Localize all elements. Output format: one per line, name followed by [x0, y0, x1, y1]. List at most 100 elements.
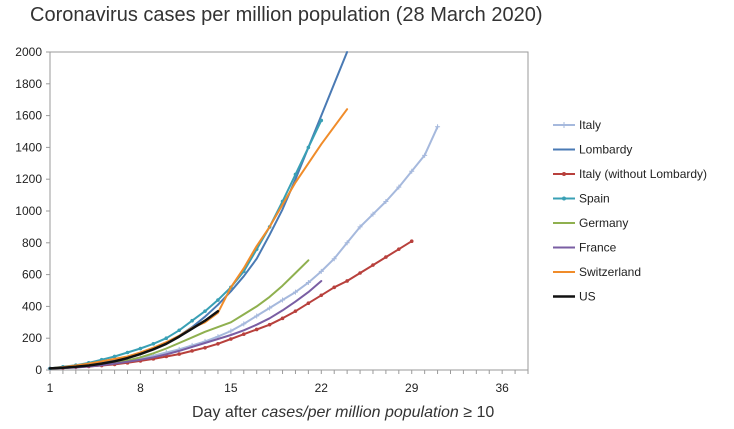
data-point: [280, 316, 285, 321]
plot-area-border: [49, 51, 529, 371]
data-point: [241, 332, 246, 337]
data-point: [216, 341, 220, 346]
data-point: [383, 198, 389, 204]
data-point: [397, 247, 401, 251]
series-6: [49, 108, 349, 370]
data-point: [203, 345, 207, 350]
data-point: [125, 350, 130, 355]
y-tick-label: 1600: [15, 109, 42, 123]
data-point: [435, 124, 441, 130]
legend-marker: [561, 122, 567, 128]
data-point: [151, 341, 156, 346]
legend-marker: [562, 172, 566, 176]
x-axis-title-suffix: ≥ 10: [458, 404, 495, 421]
legend-item: US: [553, 290, 596, 304]
data-point: [254, 327, 259, 332]
data-point: [305, 280, 311, 286]
series-layer: [47, 51, 441, 371]
x-tick-label: 8: [137, 381, 144, 395]
legend: Italy Lombardy Italy (without Lombardy) Spa…: [553, 118, 707, 304]
data-point: [422, 152, 428, 158]
data-point: [190, 349, 194, 353]
data-point: [358, 271, 362, 275]
data-point: [409, 239, 414, 244]
data-point: [344, 240, 350, 246]
data-point: [228, 328, 234, 334]
series-line: [49, 125, 439, 370]
chart-title: Coronavirus cases per million population…: [30, 4, 543, 26]
x-tick-label: 22: [315, 381, 329, 395]
data-point: [319, 293, 324, 298]
data-point: [241, 321, 247, 327]
series-5: [49, 280, 323, 370]
series-7: [48, 309, 220, 370]
series-line: [49, 108, 349, 370]
series-1: [49, 51, 349, 370]
legend-label: US: [579, 290, 596, 304]
x-axis-title-prefix: Day after: [192, 404, 262, 421]
data-point: [409, 168, 415, 174]
data-point: [190, 318, 194, 323]
data-point: [292, 289, 298, 295]
x-tick-label: 36: [495, 381, 509, 395]
data-point: [177, 328, 181, 333]
data-point: [318, 268, 324, 274]
data-point: [112, 354, 117, 359]
data-point: [254, 313, 260, 319]
data-point: [319, 118, 324, 123]
data-point: [370, 211, 376, 217]
data-point: [267, 305, 273, 311]
data-point: [267, 322, 272, 327]
y-tick-label: 200: [22, 331, 42, 345]
legend-label: Italy: [579, 118, 601, 132]
y-tick-label: 1000: [15, 204, 42, 218]
series-line: [49, 51, 349, 370]
y-tick-label: 1200: [15, 172, 42, 186]
legend-label: Italy (without Lombardy): [579, 167, 707, 181]
plot-frame: [49, 51, 529, 371]
data-point: [229, 337, 233, 341]
data-point: [293, 172, 298, 177]
x-tick-label: 1: [47, 381, 54, 395]
data-point: [332, 285, 337, 290]
x-axis-title-italic: cases/per million population: [261, 404, 459, 421]
series-4: [49, 259, 310, 370]
x-axis: 1 8 15 22 29 36: [47, 370, 529, 395]
legend-label: Switzerland: [579, 265, 641, 279]
y-tick-label: 600: [22, 268, 42, 282]
data-point: [331, 256, 337, 262]
data-point: [396, 184, 402, 190]
data-point: [371, 263, 375, 267]
data-point: [216, 298, 220, 302]
x-axis-title: Day after cases/per million population ≥…: [192, 404, 494, 422]
data-point: [306, 301, 311, 306]
data-point: [384, 255, 388, 259]
series-2: [48, 239, 414, 371]
legend-item: Spain: [553, 192, 610, 206]
y-tick-label: 1400: [15, 140, 42, 154]
series-line: [49, 240, 413, 370]
data-point: [164, 336, 169, 341]
data-point: [280, 297, 286, 303]
legend-item: Lombardy: [553, 143, 632, 157]
legend-marker: [562, 196, 566, 201]
y-tick-label: 0: [35, 363, 42, 377]
data-point: [345, 279, 349, 283]
y-tick-label: 1800: [15, 77, 42, 91]
x-tick-label: 15: [224, 381, 238, 395]
legend-label: Germany: [579, 216, 628, 230]
legend-item: Italy (without Lombardy): [553, 167, 707, 181]
data-point: [203, 309, 207, 313]
y-axis: 0 200 400 600 800 1000 1200 1400 1600 1800 2000: [15, 45, 50, 377]
legend-item: Germany: [553, 216, 628, 230]
data-point: [357, 224, 363, 230]
y-tick-label: 800: [22, 236, 42, 250]
series-line: [49, 259, 310, 370]
data-point: [293, 309, 298, 313]
data-point: [177, 352, 181, 356]
legend-item: Italy: [553, 118, 601, 132]
legend-label: France: [579, 241, 617, 255]
y-tick-label: 2000: [15, 45, 42, 59]
x-tick-label: 29: [405, 381, 419, 395]
